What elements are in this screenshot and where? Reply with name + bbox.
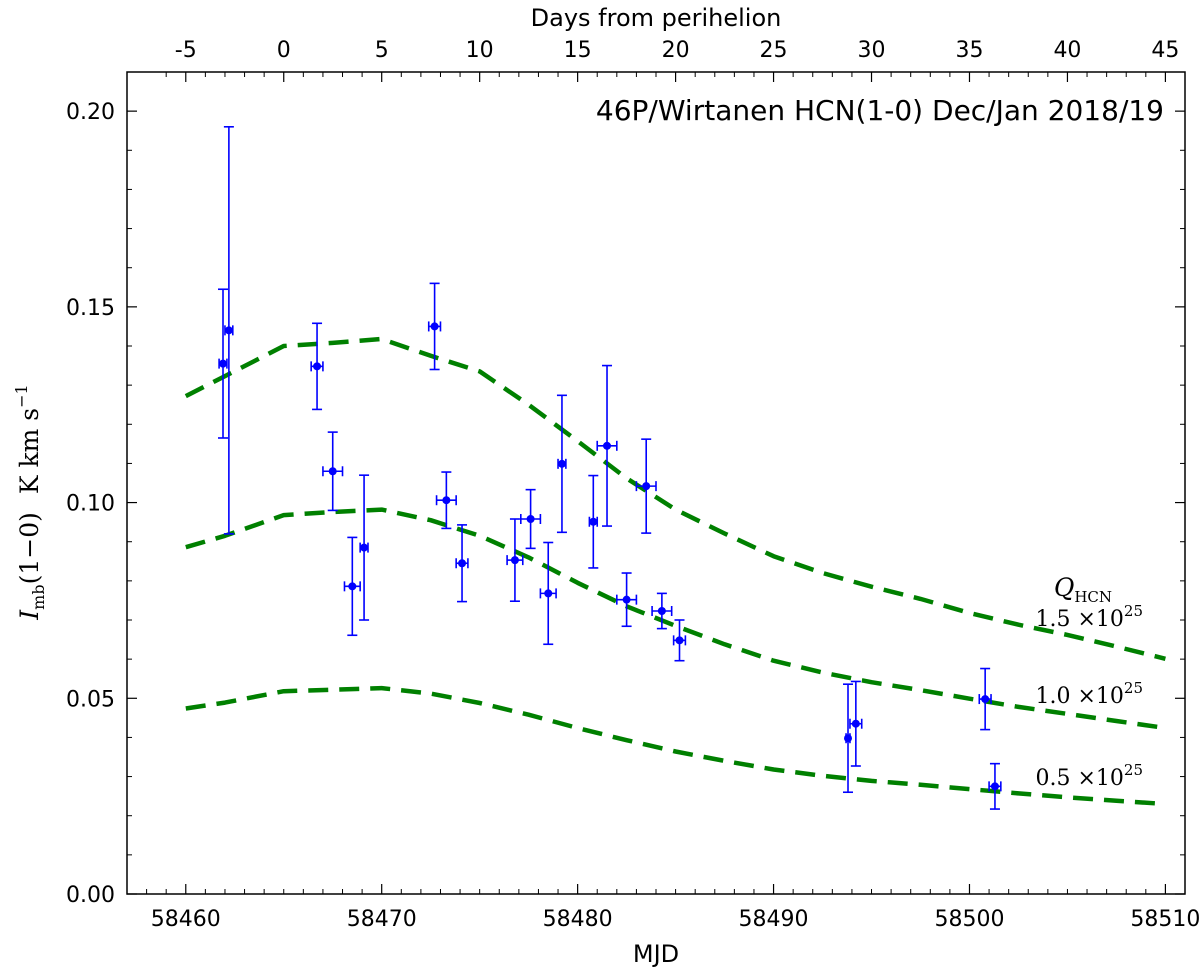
x-tick-label: 58490 bbox=[739, 907, 809, 932]
data-marker bbox=[844, 734, 853, 743]
data-point bbox=[310, 322, 324, 411]
y-tick-label: 0.10 bbox=[66, 492, 115, 517]
data-marker bbox=[219, 359, 228, 368]
x2-tick-label: 25 bbox=[760, 38, 788, 63]
data-point bbox=[843, 683, 854, 794]
data-marker bbox=[510, 556, 519, 565]
x2-tick-label: 10 bbox=[466, 38, 494, 63]
data-marker bbox=[603, 441, 612, 450]
data-marker bbox=[981, 695, 990, 704]
data-marker bbox=[360, 543, 369, 552]
x-tick-label: 58480 bbox=[543, 907, 613, 932]
data-point bbox=[556, 394, 567, 534]
x-tick-label: 58510 bbox=[1130, 907, 1200, 932]
data-marker bbox=[657, 606, 666, 615]
data-point bbox=[506, 518, 524, 603]
data-marker bbox=[589, 517, 598, 526]
data-point bbox=[616, 572, 638, 628]
x2-tick-label: -5 bbox=[175, 38, 197, 63]
model-curve-label-value: 1.5 ×10 bbox=[1035, 607, 1123, 632]
model-curve-label: 0.5 ×1025 bbox=[1035, 761, 1143, 791]
x-tick-label: 58500 bbox=[934, 907, 1004, 932]
data-marker bbox=[328, 467, 337, 476]
data-point bbox=[427, 282, 442, 371]
model-curve-label-exponent: 25 bbox=[1124, 602, 1143, 620]
x2-tick-label: 0 bbox=[277, 38, 291, 63]
x-axis-title: MJD bbox=[633, 940, 679, 968]
y-tick-label: 0.00 bbox=[66, 883, 115, 908]
x2-tick-label: 40 bbox=[1053, 38, 1081, 63]
model-curves bbox=[184, 336, 1166, 807]
data-point bbox=[435, 471, 457, 530]
model-legend-header: QHCN bbox=[1054, 573, 1112, 606]
model-curve bbox=[185, 507, 1166, 731]
data-point bbox=[455, 524, 469, 603]
data-point bbox=[343, 536, 361, 637]
model-curve-label: 1.0 ×1025 bbox=[1035, 679, 1143, 709]
data-marker bbox=[642, 482, 651, 491]
y-tick-label: 0.05 bbox=[66, 687, 115, 712]
model-curve-label-exponent: 25 bbox=[1124, 679, 1143, 697]
y-tick-label: 0.15 bbox=[66, 296, 115, 321]
x-tick-label: 58470 bbox=[347, 907, 417, 932]
data-point bbox=[672, 619, 687, 662]
data-point bbox=[588, 474, 599, 569]
y-axis-subscript: mb bbox=[29, 584, 48, 609]
data-marker bbox=[313, 362, 322, 371]
data-point bbox=[359, 474, 370, 621]
data-point bbox=[520, 488, 542, 550]
data-point bbox=[596, 364, 618, 527]
data-point bbox=[322, 431, 344, 512]
data-marker bbox=[675, 636, 684, 645]
data-marker bbox=[622, 595, 631, 604]
data-marker bbox=[557, 459, 566, 468]
data-point bbox=[849, 680, 863, 767]
y-axis-title: Imb(1−0) K km s−1 bbox=[12, 384, 48, 620]
x2-tick-label: 30 bbox=[858, 38, 886, 63]
chart-title: 46P/Wirtanen HCN(1-0) Dec/Jan 2018/19 bbox=[596, 94, 1164, 127]
data-point bbox=[223, 126, 234, 535]
data-point bbox=[978, 667, 992, 731]
data-marker bbox=[224, 326, 233, 335]
data-marker bbox=[526, 515, 535, 524]
model-curve-label-value: 1.0 ×10 bbox=[1035, 684, 1123, 709]
model-curve-label: 1.5 ×1025 bbox=[1035, 602, 1143, 632]
y-tick-label: 0.20 bbox=[66, 100, 115, 125]
model-curve-label-exponent: 25 bbox=[1124, 761, 1143, 779]
data-marker bbox=[990, 782, 999, 791]
model-legend-symbol: Q bbox=[1054, 573, 1075, 602]
data-point bbox=[651, 592, 673, 630]
axis-ticks: 58460 58470 58480 58490 58500 58510 -5 0 5 10 15 20… bbox=[66, 38, 1200, 932]
data-marker bbox=[544, 589, 553, 598]
observations bbox=[218, 126, 1002, 810]
data-marker bbox=[442, 496, 451, 505]
model-curve-label-value: 0.5 ×10 bbox=[1035, 766, 1123, 791]
y-axis-units-exponent: −1 bbox=[12, 384, 31, 408]
model-curve bbox=[185, 685, 1166, 807]
data-marker bbox=[851, 719, 860, 728]
x2-tick-label: 45 bbox=[1151, 38, 1179, 63]
data-point bbox=[539, 541, 557, 646]
model-legend-subscript: HCN bbox=[1074, 588, 1112, 606]
x2-tick-label: 15 bbox=[564, 38, 592, 63]
data-marker bbox=[458, 559, 467, 568]
top-axis-title: Days from perihelion bbox=[531, 4, 782, 32]
data-point bbox=[635, 438, 657, 534]
y-axis-units: K km s bbox=[15, 408, 44, 494]
data-marker bbox=[430, 322, 439, 331]
x2-tick-label: 35 bbox=[955, 38, 983, 63]
x2-tick-label: 5 bbox=[375, 38, 389, 63]
data-marker bbox=[348, 582, 357, 591]
x-tick-label: 58460 bbox=[151, 907, 221, 932]
x2-tick-label: 20 bbox=[662, 38, 690, 63]
data-point bbox=[988, 762, 1002, 810]
y-axis-symbol: I bbox=[15, 609, 44, 621]
y-axis-transition: (1−0) bbox=[15, 512, 44, 584]
data-point bbox=[218, 288, 229, 439]
